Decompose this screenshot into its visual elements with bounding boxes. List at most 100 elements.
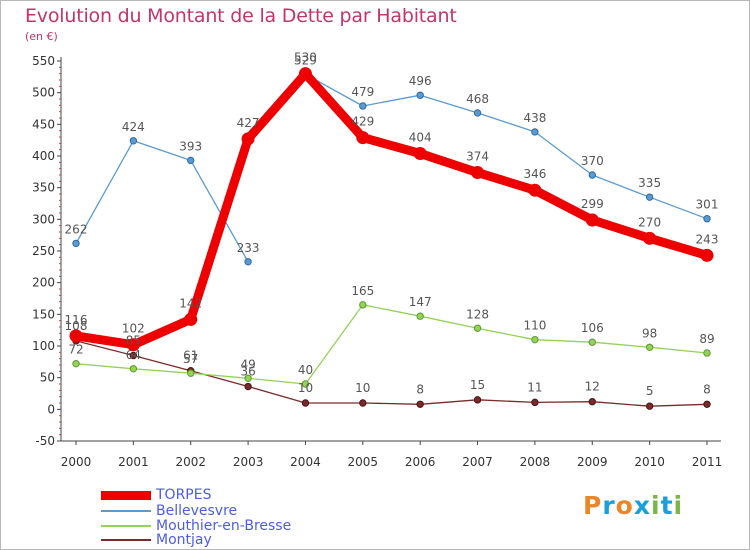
chart-subtitle: (en €) — [25, 30, 58, 43]
y-tick-label: 450 — [32, 117, 55, 131]
data-point — [244, 258, 252, 266]
data-label: 61 — [183, 349, 198, 363]
data-point — [413, 146, 427, 160]
data-label: 374 — [466, 149, 489, 163]
y-tick-label: -50 — [35, 434, 55, 448]
data-point — [473, 109, 482, 117]
data-point — [416, 400, 424, 408]
data-point — [359, 399, 367, 407]
data-label: 393 — [179, 139, 202, 153]
series-line-montjay — [75, 340, 708, 407]
y-tick-label: 0 — [47, 402, 55, 416]
legend-swatch — [101, 539, 151, 541]
data-point — [301, 380, 310, 388]
data-point — [301, 399, 310, 407]
legend-swatch — [101, 525, 151, 527]
data-label: 142 — [179, 296, 202, 310]
legend-label: Mouthier-en-Bresse — [156, 518, 292, 534]
data-label: 110 — [523, 319, 546, 333]
data-label: 496 — [409, 74, 432, 88]
x-tick-label: 2003 — [233, 455, 264, 469]
data-label: 8 — [416, 382, 424, 396]
series-line-mouthier-en-bresse — [75, 304, 708, 385]
x-tick-label: 2004 — [290, 455, 321, 469]
logo-letter: x — [633, 491, 651, 520]
data-label: 335 — [638, 176, 661, 190]
y-tick-label: 400 — [32, 149, 55, 163]
data-label: 106 — [581, 321, 604, 335]
series-line-bellevesvre — [304, 73, 708, 220]
x-tick-label: 2001 — [118, 455, 149, 469]
data-point — [528, 183, 542, 197]
y-tick-label: 100 — [32, 339, 55, 353]
series-line-torpes — [71, 69, 712, 350]
data-label: 36 — [240, 365, 255, 379]
data-label: 8 — [703, 382, 711, 396]
data-label: 429 — [351, 115, 374, 129]
legend-label: Montjay — [156, 532, 212, 548]
data-point — [645, 343, 654, 351]
x-tick-label: 2010 — [634, 455, 665, 469]
data-label: 301 — [696, 198, 719, 212]
data-point — [126, 338, 140, 352]
data-label: 11 — [527, 380, 542, 394]
logo-letter: P — [583, 491, 603, 520]
x-tick-label: 2007 — [462, 455, 493, 469]
logo-letter: r — [602, 491, 616, 520]
data-point — [471, 165, 485, 179]
y-tick-label: 300 — [32, 212, 55, 226]
data-point — [531, 335, 539, 344]
data-point — [129, 351, 138, 360]
data-point — [703, 349, 711, 357]
legend-swatch — [101, 510, 151, 512]
data-label: 529 — [294, 53, 317, 67]
data-label: 233 — [237, 241, 260, 255]
y-tick-label: 350 — [32, 181, 55, 195]
data-label: 147 — [409, 295, 432, 309]
legend-swatch — [101, 490, 151, 500]
data-label: 89 — [699, 332, 714, 346]
x-tick-label: 2011 — [692, 455, 723, 469]
data-point — [416, 91, 424, 99]
logo-letter: i — [651, 491, 661, 520]
data-point — [585, 213, 599, 227]
data-label: 102 — [122, 322, 145, 336]
data-label: 438 — [523, 111, 546, 125]
series-line-bellevesvre — [75, 140, 249, 263]
data-label: 479 — [351, 85, 374, 99]
data-point — [359, 102, 367, 110]
data-label: 262 — [65, 222, 88, 236]
y-tick-label: 250 — [32, 244, 55, 258]
data-label: 64 — [126, 348, 141, 362]
legend-label: TORPES — [156, 487, 212, 503]
data-point — [72, 360, 80, 368]
data-label: 57 — [183, 352, 198, 366]
data-point — [473, 396, 482, 404]
data-point — [184, 312, 198, 326]
x-tick-label: 2008 — [520, 455, 551, 469]
data-label: 116 — [65, 313, 88, 327]
y-tick-label: 50 — [40, 371, 55, 385]
data-label: 5 — [646, 384, 654, 398]
y-tick-label: 500 — [32, 86, 55, 100]
data-label: 424 — [122, 120, 145, 134]
data-label: 98 — [642, 326, 657, 340]
data-point — [645, 402, 654, 410]
data-point — [187, 369, 195, 377]
chart-title: Evolution du Montant de la Dette par Hab… — [25, 5, 457, 27]
data-point — [129, 137, 138, 145]
logo-letter: i — [673, 491, 684, 520]
data-point — [700, 248, 714, 262]
data-point — [244, 382, 252, 391]
data-point — [588, 171, 596, 179]
legend-label: Bellevesvre — [156, 503, 238, 519]
data-label: 12 — [585, 380, 600, 394]
data-label: 427 — [237, 116, 260, 130]
x-tick-label: 2009 — [577, 455, 608, 469]
data-label: 108 — [65, 319, 88, 333]
data-label: 299 — [581, 197, 604, 211]
x-tick-label: 2005 — [348, 455, 379, 469]
data-label: 15 — [470, 378, 485, 392]
